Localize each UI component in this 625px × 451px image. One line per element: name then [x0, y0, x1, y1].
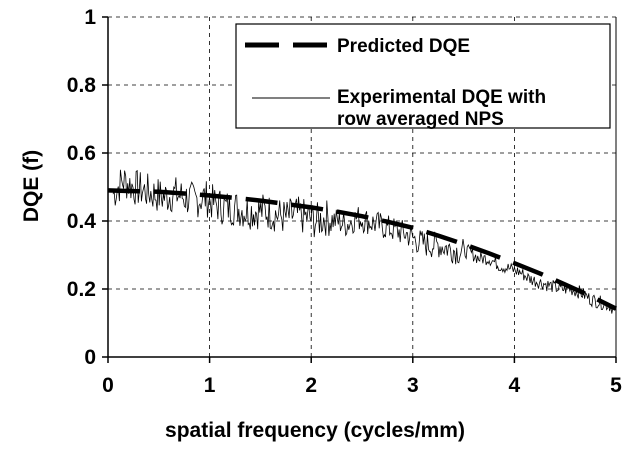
- y-tick-label: 0.8: [67, 74, 97, 97]
- x-tick-label: 5: [610, 374, 622, 397]
- x-tick-label: 0: [102, 374, 114, 397]
- legend-label-predicted: Predicted DQE: [337, 36, 470, 57]
- y-tick-label: 0: [84, 346, 96, 369]
- x-axis-title: spatial frequency (cycles/mm): [165, 419, 465, 442]
- y-tick-label: 0.6: [67, 142, 96, 165]
- y-tick-label: 1: [84, 6, 96, 29]
- x-tick-label: 3: [407, 374, 419, 397]
- legend-label-experimental-line1: Experimental DQE with: [337, 87, 546, 108]
- predicted-dqe-line: [108, 190, 616, 308]
- x-tick-label: 1: [204, 374, 216, 397]
- legend: Predicted DQE Experimental DQE with row …: [236, 24, 610, 130]
- series-layer: [108, 170, 616, 314]
- y-tick-label: 0.2: [67, 278, 96, 301]
- experimental-dqe-line: [113, 170, 616, 314]
- y-axis-title: DQE (f): [20, 150, 43, 222]
- x-tick-label: 4: [509, 374, 521, 397]
- legend-label-experimental-line2: row averaged NPS: [337, 109, 504, 130]
- x-tick-label: 2: [305, 374, 317, 397]
- y-tick-label: 0.4: [67, 210, 97, 233]
